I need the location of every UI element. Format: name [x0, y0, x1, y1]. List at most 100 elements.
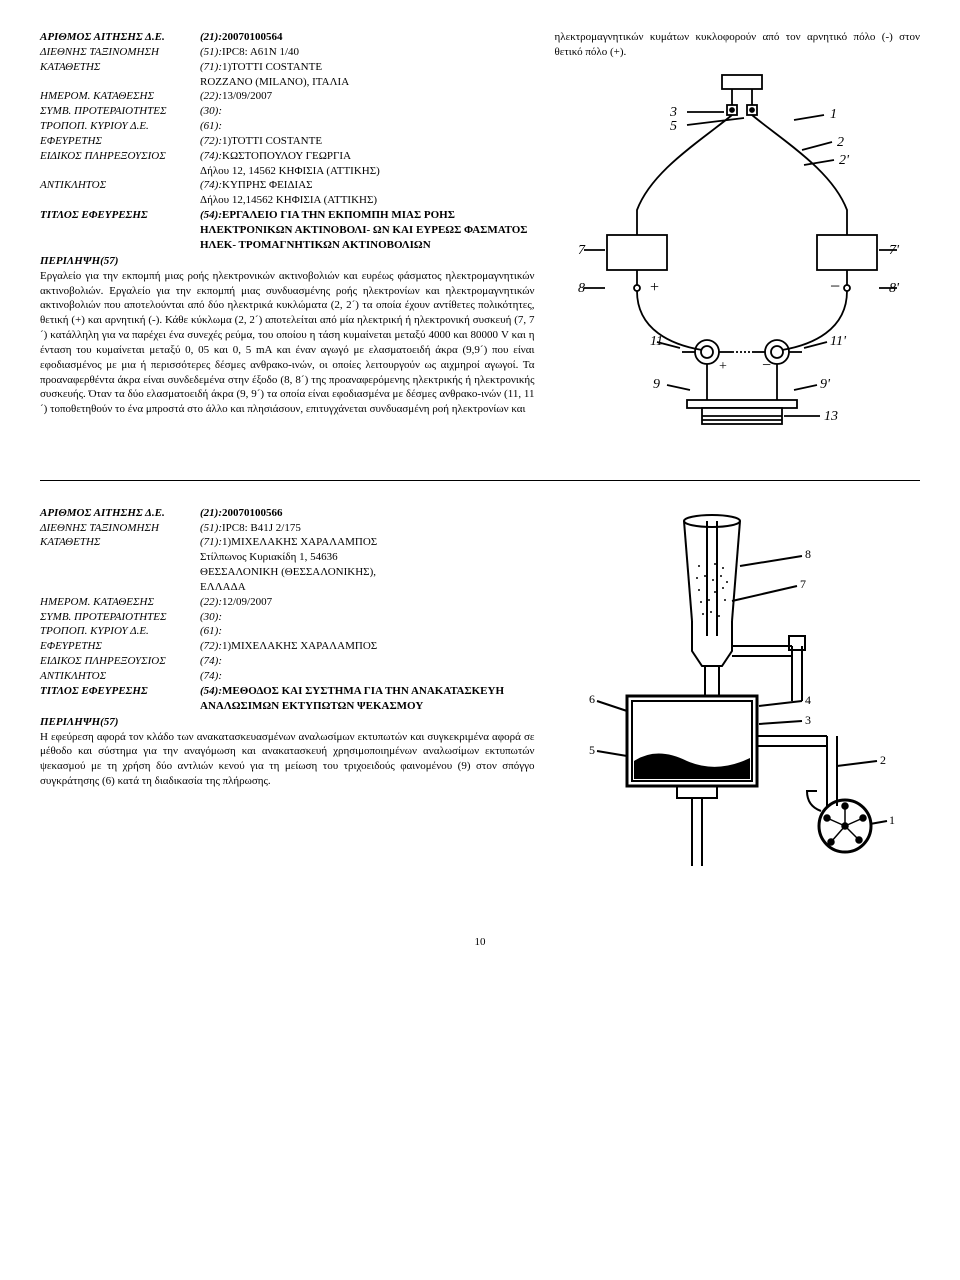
field-label: ΑΝΤΙΚΛΗΤΟΣ	[40, 669, 200, 684]
svg-text:+: +	[719, 359, 727, 374]
field-value: (61):	[200, 624, 535, 639]
field-label: ΗΜΕΡΟΜ. ΚΑΤΑΘΕΣΗΣ	[40, 89, 200, 104]
svg-text:1: 1	[830, 107, 837, 122]
field-value: (21):20070100564	[200, 30, 535, 45]
field-row: ΑΝΤΙΚΛΗΤΟΣ(74):	[40, 669, 535, 684]
field-row: ΑΡΙΘΜΟΣ ΑΙΤΗΣΗΣ Δ.Ε.(21):20070100566	[40, 506, 535, 521]
abstract-body-2: Η εφεύρεση αφορά τον κλάδο των ανακατασκ…	[40, 730, 535, 789]
field-label: ΤΡΟΠΟΠ. ΚΥΡΙΟΥ Δ.Ε.	[40, 624, 200, 639]
field-label: ΑΡΙΘΜΟΣ ΑΙΤΗΣΗΣ Δ.Ε.	[40, 30, 200, 45]
svg-text:9: 9	[653, 377, 660, 392]
field-row: ΔΙΕΘΝΗΣ ΤΑΞΙΝΟΜΗΣΗ(51):IPC8: A61N 1/40	[40, 45, 535, 60]
field-label: ΣΥΜΒ. ΠΡΟΤΕΡΑΙΟΤΗΤΕΣ	[40, 104, 200, 119]
svg-text:3: 3	[669, 105, 677, 120]
field-row: ΤΙΤΛΟΣ ΕΦΕΥΡΕΣΗΣ(54):ΕΡΓΑΛΕΙΟ ΓΙΑ ΤΗΝ ΕΚ…	[40, 208, 535, 253]
field-label: ΑΡΙΘΜΟΣ ΑΙΤΗΣΗΣ Δ.Ε.	[40, 506, 200, 521]
field-row: ΤΙΤΛΟΣ ΕΦΕΥΡΕΣΗΣ(54):ΜΕΘΟΔΟΣ ΚΑΙ ΣΥΣΤΗΜΑ…	[40, 684, 535, 714]
field-value: (30):	[200, 610, 535, 625]
field-row: ΚΑΤΑΘΕΤΗΣ(71):1)TOTTI COSTANTEROZZANO (M…	[40, 60, 535, 90]
field-value: (74):ΚΩΣΤΟΠΟΥΛΟΥ ΓΕΩΡΓΙΑΔήλου 12, 14562 …	[200, 149, 535, 179]
field-row: ΣΥΜΒ. ΠΡΟΤΕΡΑΙΟΤΗΤΕΣ(30):	[40, 610, 535, 625]
field-value: (22):13/09/2007	[200, 89, 535, 104]
field-value: (61):	[200, 119, 535, 134]
field-value: (74):	[200, 669, 535, 684]
svg-text:1: 1	[889, 813, 895, 827]
abstract-body-1: Εργαλείο για την εκπομπή μιας ροής ηλεκτ…	[40, 269, 535, 417]
patent-entry-1: ΑΡΙΘΜΟΣ ΑΙΤΗΣΗΣ Δ.Ε.(21):20070100564ΔΙΕΘ…	[40, 30, 920, 440]
field-value: (72):1)TOTTI COSTANTE	[200, 134, 535, 149]
svg-text:8: 8	[578, 281, 585, 296]
field-row: ΚΑΤΑΘΕΤΗΣ(71):1)ΜΙΧΕΛΑΚΗΣ ΧΑΡΑΛΑΜΠΟΣΣτίλ…	[40, 535, 535, 594]
svg-text:13: 13	[824, 409, 838, 424]
svg-text:3: 3	[805, 713, 811, 727]
field-row: ΔΙΕΘΝΗΣ ΤΑΞΙΝΟΜΗΣΗ(51):IPC8: B41J 2/175	[40, 521, 535, 536]
field-value: (30):	[200, 104, 535, 119]
svg-text:11': 11'	[830, 334, 847, 349]
svg-text:−: −	[830, 276, 840, 296]
field-label: ΕΙΔΙΚΟΣ ΠΛΗΡΕΞΟΥΣΙΟΣ	[40, 654, 200, 669]
field-value: (72):1)ΜΙΧΕΛΑΚΗΣ ΧΑΡΑΛΑΜΠΟΣ	[200, 639, 535, 654]
figure-1: 3 5 1 2 2' 7 7' 8 8' + − 11 11' + − 9 9'…	[572, 70, 902, 440]
field-value: (51):IPC8: A61N 1/40	[200, 45, 535, 60]
field-row: ΣΥΜΒ. ΠΡΟΤΕΡΑΙΟΤΗΤΕΣ(30):	[40, 104, 535, 119]
field-label: ΚΑΤΑΘΕΤΗΣ	[40, 535, 200, 550]
field-row: ΗΜΕΡΟΜ. ΚΑΤΑΘΕΣΗΣ(22):13/09/2007	[40, 89, 535, 104]
patent-entry-2: ΑΡΙΘΜΟΣ ΑΙΤΗΣΗΣ Δ.Ε.(21):20070100566ΔΙΕΘ…	[40, 506, 920, 886]
field-label: ΣΥΜΒ. ΠΡΟΤΕΡΑΙΟΤΗΤΕΣ	[40, 610, 200, 625]
svg-text:7: 7	[578, 243, 586, 258]
abstract-heading-1: ΠΕΡΙΛΗΨΗ(57)	[40, 255, 535, 267]
svg-text:+: +	[650, 279, 659, 296]
field-value: (74):	[200, 654, 535, 669]
entry1-left: ΑΡΙΘΜΟΣ ΑΙΤΗΣΗΣ Δ.Ε.(21):20070100564ΔΙΕΘ…	[40, 30, 535, 440]
field-row: ΤΡΟΠΟΠ. ΚΥΡΙΟΥ Δ.Ε.(61):	[40, 119, 535, 134]
svg-text:6: 6	[589, 692, 595, 706]
field-row: ΤΡΟΠΟΠ. ΚΥΡΙΟΥ Δ.Ε.(61):	[40, 624, 535, 639]
svg-text:4: 4	[805, 693, 811, 707]
field-row: ΕΦΕΥΡΕΤΗΣ(72):1)ΜΙΧΕΛΑΚΗΣ ΧΑΡΑΛΑΜΠΟΣ	[40, 639, 535, 654]
field-value: (71):1)TOTTI COSTANTEROZZANO (MILANO), Ι…	[200, 60, 535, 90]
entry2-left: ΑΡΙΘΜΟΣ ΑΙΤΗΣΗΣ Δ.Ε.(21):20070100566ΔΙΕΘ…	[40, 506, 535, 886]
field-value: (21):20070100566	[200, 506, 535, 521]
svg-text:2': 2'	[839, 153, 850, 168]
svg-text:8: 8	[805, 547, 811, 561]
svg-text:5: 5	[589, 743, 595, 757]
field-row: ΗΜΕΡΟΜ. ΚΑΤΑΘΕΣΗΣ(22):12/09/2007	[40, 595, 535, 610]
field-value: (54):ΕΡΓΑΛΕΙΟ ΓΙΑ ΤΗΝ ΕΚΠΟΜΠΗ ΜΙΑΣ ΡΟΗΣ …	[200, 208, 535, 253]
svg-text:11: 11	[650, 334, 663, 349]
svg-text:8': 8'	[889, 281, 900, 296]
entry1-right: ηλεκτρομαγνητικών κυμάτων κυκλοφορούν απ…	[555, 30, 921, 440]
field-label: ΕΦΕΥΡΕΤΗΣ	[40, 639, 200, 654]
field-label: ΤΡΟΠΟΠ. ΚΥΡΙΟΥ Δ.Ε.	[40, 119, 200, 134]
entry1-right-text: ηλεκτρομαγνητικών κυμάτων κυκλοφορούν απ…	[555, 30, 921, 60]
field-value: (74):ΚΥΠΡΗΣ ΦΕΙΔΙΑΣΔήλου 12,14562 ΚΗΦΙΣΙ…	[200, 178, 535, 208]
svg-text:−: −	[762, 357, 771, 374]
separator	[40, 480, 920, 481]
abstract-heading-2: ΠΕΡΙΛΗΨΗ(57)	[40, 716, 535, 728]
field-label: ΤΙΤΛΟΣ ΕΦΕΥΡΕΣΗΣ	[40, 208, 200, 223]
field-row: ΕΦΕΥΡΕΤΗΣ(72):1)TOTTI COSTANTE	[40, 134, 535, 149]
entry2-right: 8 7 6 5 4 3 2 1	[555, 506, 921, 886]
field-label: ΗΜΕΡΟΜ. ΚΑΤΑΘΕΣΗΣ	[40, 595, 200, 610]
field-value: (54):ΜΕΘΟΔΟΣ ΚΑΙ ΣΥΣΤΗΜΑ ΓΙΑ ΤΗΝ ΑΝΑΚΑΤΑ…	[200, 684, 535, 714]
field-value: (51):IPC8: B41J 2/175	[200, 521, 535, 536]
svg-text:2: 2	[880, 753, 886, 767]
field-label: ΕΙΔΙΚΟΣ ΠΛΗΡΕΞΟΥΣΙΟΣ	[40, 149, 200, 164]
svg-text:7': 7'	[889, 243, 900, 258]
field-row: ΕΙΔΙΚΟΣ ΠΛΗΡΕΞΟΥΣΙΟΣ(74):ΚΩΣΤΟΠΟΥΛΟΥ ΓΕΩ…	[40, 149, 535, 179]
field-value: (22):12/09/2007	[200, 595, 535, 610]
svg-text:2: 2	[837, 135, 844, 150]
field-label: ΔΙΕΘΝΗΣ ΤΑΞΙΝΟΜΗΣΗ	[40, 45, 200, 60]
page-number: 10	[40, 936, 920, 948]
svg-text:7: 7	[800, 577, 806, 591]
field-value: (71):1)ΜΙΧΕΛΑΚΗΣ ΧΑΡΑΛΑΜΠΟΣΣτίλπωνος Κυρ…	[200, 535, 535, 594]
field-label: ΑΝΤΙΚΛΗΤΟΣ	[40, 178, 200, 193]
field-row: ΕΙΔΙΚΟΣ ΠΛΗΡΕΞΟΥΣΙΟΣ(74):	[40, 654, 535, 669]
svg-text:9': 9'	[820, 377, 831, 392]
svg-text:5: 5	[670, 119, 677, 134]
field-label: ΕΦΕΥΡΕΤΗΣ	[40, 134, 200, 149]
field-label: ΔΙΕΘΝΗΣ ΤΑΞΙΝΟΜΗΣΗ	[40, 521, 200, 536]
field-row: ΑΝΤΙΚΛΗΤΟΣ(74):ΚΥΠΡΗΣ ΦΕΙΔΙΑΣΔήλου 12,14…	[40, 178, 535, 208]
field-row: ΑΡΙΘΜΟΣ ΑΙΤΗΣΗΣ Δ.Ε.(21):20070100564	[40, 30, 535, 45]
figure-2: 8 7 6 5 4 3 2 1	[577, 506, 897, 886]
field-label: ΤΙΤΛΟΣ ΕΦΕΥΡΕΣΗΣ	[40, 684, 200, 699]
